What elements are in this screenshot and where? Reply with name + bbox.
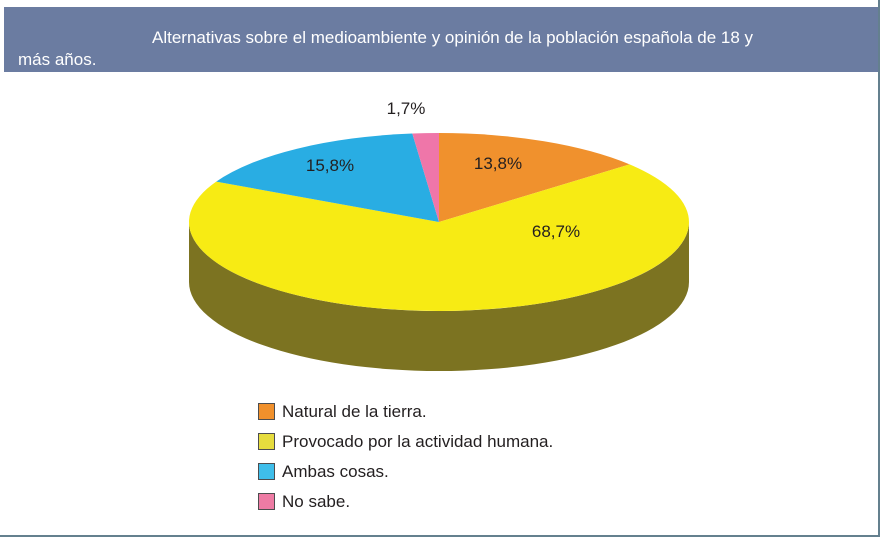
frame-border-right: [878, 0, 880, 537]
legend-swatch: [258, 463, 275, 480]
frame-border-bottom: [0, 535, 880, 537]
legend-label: Natural de la tierra.: [282, 401, 427, 421]
pie-slice-3: [412, 132, 439, 222]
chart-title-line2: más años.: [18, 50, 97, 69]
legend-item-1: Provocado por la actividad humana.: [258, 432, 553, 451]
legend-item-0: Natural de la tierra.: [258, 402, 553, 421]
pie-slice-1: [188, 164, 689, 311]
legend-item-3: No sabe.: [258, 492, 553, 511]
legend-swatch: [258, 403, 275, 420]
legend-label: Provocado por la actividad humana.: [282, 431, 554, 451]
pie-slice-0: [439, 133, 630, 222]
legend-label: Ambas cosas.: [282, 461, 389, 481]
legend-swatch: [258, 433, 275, 450]
pie-value-label-3: 1,7%: [387, 99, 426, 118]
pie-value-label-0: 13,8%: [474, 154, 522, 173]
legend-swatch: [258, 493, 275, 510]
legend-label: No sabe.: [282, 491, 351, 511]
pie-side: [189, 222, 689, 371]
chart-title-line1: Alternativas sobre el medioambiente y op…: [152, 28, 754, 47]
pie-value-label-1: 68,7%: [532, 222, 580, 241]
chart-title-bar: Alternativas sobre el medioambiente y op…: [4, 7, 878, 72]
pie-value-label-2: 15,8%: [306, 156, 354, 175]
legend-item-2: Ambas cosas.: [258, 462, 553, 481]
pie-slice-2: [216, 133, 439, 222]
chart-legend: Natural de la tierra. Provocado por la ac…: [258, 402, 553, 511]
